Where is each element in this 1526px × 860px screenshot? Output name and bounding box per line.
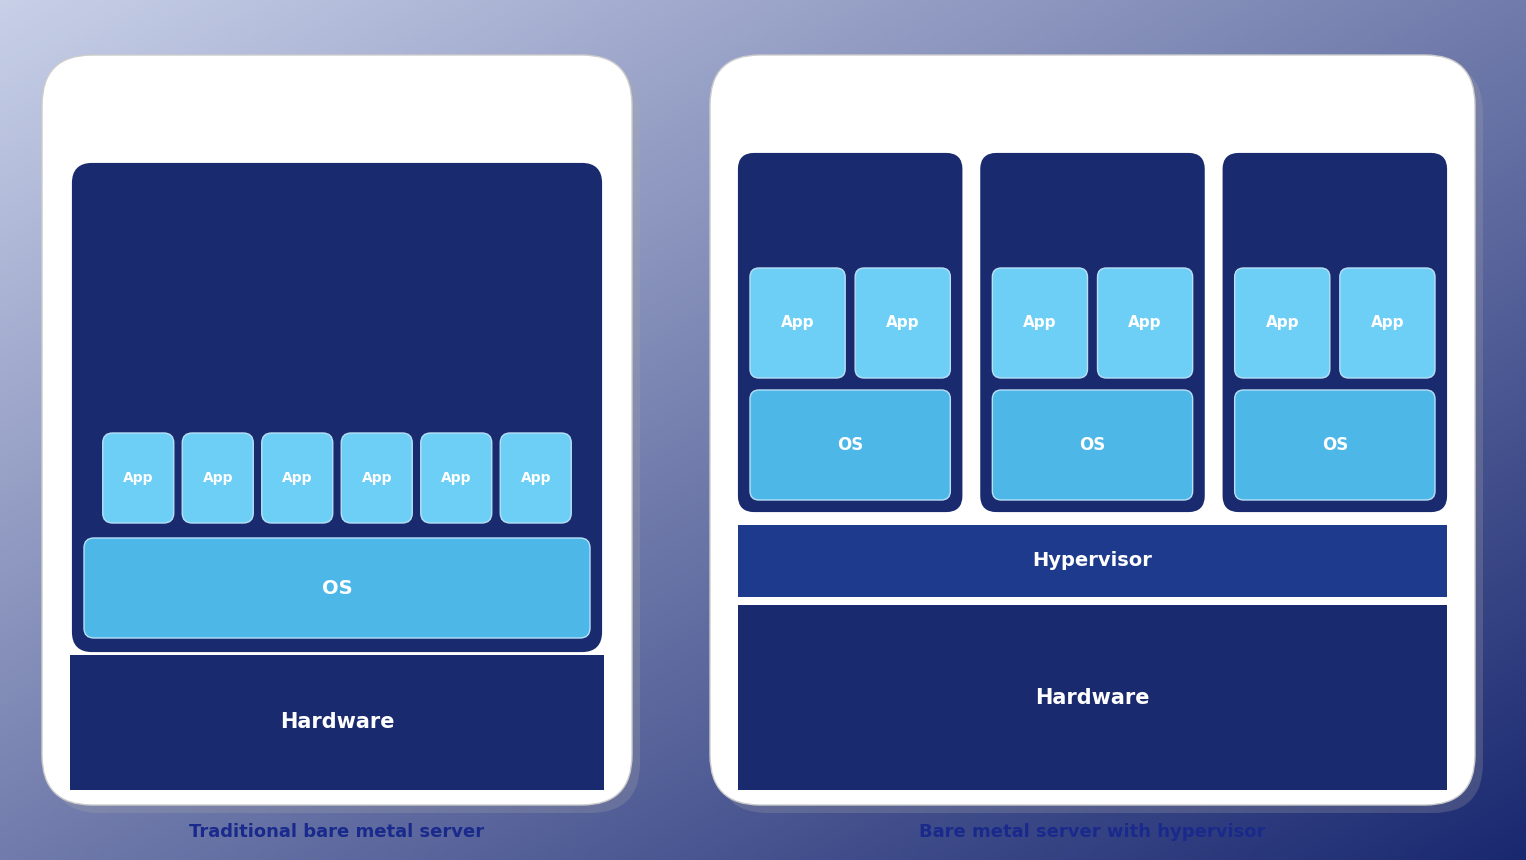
Text: App: App xyxy=(887,316,920,330)
FancyBboxPatch shape xyxy=(1225,155,1445,510)
FancyBboxPatch shape xyxy=(855,268,951,378)
Text: OS: OS xyxy=(838,436,864,454)
Text: App: App xyxy=(203,471,233,485)
Text: App: App xyxy=(520,471,551,485)
FancyBboxPatch shape xyxy=(182,433,253,523)
Text: App: App xyxy=(1370,316,1404,330)
FancyBboxPatch shape xyxy=(50,63,639,813)
FancyBboxPatch shape xyxy=(719,63,1483,813)
Bar xyxy=(739,605,1447,790)
Text: OS: OS xyxy=(322,579,353,598)
Text: Hardware: Hardware xyxy=(279,712,394,733)
Text: Bare metal server with hypervisor: Bare metal server with hypervisor xyxy=(919,823,1265,841)
FancyBboxPatch shape xyxy=(342,433,412,523)
FancyBboxPatch shape xyxy=(421,433,491,523)
FancyBboxPatch shape xyxy=(992,268,1088,378)
Text: App: App xyxy=(781,316,815,330)
FancyBboxPatch shape xyxy=(992,390,1193,500)
Bar xyxy=(739,525,1447,597)
Text: App: App xyxy=(1265,316,1299,330)
FancyBboxPatch shape xyxy=(102,433,174,523)
FancyBboxPatch shape xyxy=(1235,390,1434,500)
Text: App: App xyxy=(362,471,392,485)
FancyBboxPatch shape xyxy=(73,165,600,650)
FancyBboxPatch shape xyxy=(1235,268,1329,378)
Text: OS: OS xyxy=(1079,436,1106,454)
FancyBboxPatch shape xyxy=(84,538,591,638)
FancyBboxPatch shape xyxy=(501,433,571,523)
Bar xyxy=(70,655,604,790)
FancyBboxPatch shape xyxy=(740,155,960,510)
FancyBboxPatch shape xyxy=(710,55,1476,805)
Text: App: App xyxy=(282,471,313,485)
FancyBboxPatch shape xyxy=(749,390,951,500)
FancyBboxPatch shape xyxy=(983,155,1202,510)
FancyBboxPatch shape xyxy=(262,433,333,523)
FancyBboxPatch shape xyxy=(43,55,632,805)
FancyBboxPatch shape xyxy=(1340,268,1434,378)
Text: Hardware: Hardware xyxy=(1035,687,1149,708)
Text: App: App xyxy=(1022,316,1056,330)
Text: Traditional bare metal server: Traditional bare metal server xyxy=(189,823,485,841)
FancyBboxPatch shape xyxy=(1097,268,1193,378)
FancyBboxPatch shape xyxy=(749,268,845,378)
Text: OS: OS xyxy=(1322,436,1347,454)
Text: App: App xyxy=(1128,316,1161,330)
Text: Hypervisor: Hypervisor xyxy=(1033,551,1152,570)
Text: App: App xyxy=(441,471,472,485)
Text: App: App xyxy=(124,471,154,485)
